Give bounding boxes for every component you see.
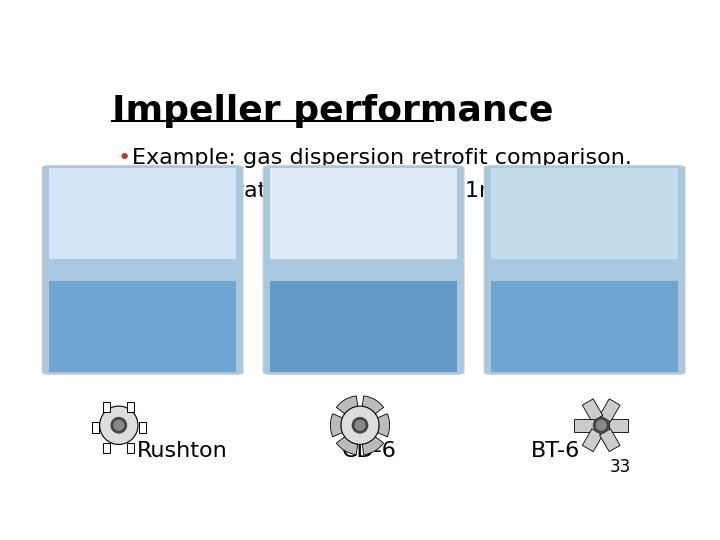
Bar (270, 168, 457, 259)
Circle shape (111, 417, 127, 433)
Circle shape (99, 406, 138, 444)
FancyBboxPatch shape (484, 166, 685, 374)
Circle shape (355, 420, 365, 430)
Polygon shape (330, 414, 342, 437)
Polygon shape (336, 437, 358, 455)
FancyBboxPatch shape (127, 443, 134, 454)
FancyBboxPatch shape (42, 166, 243, 374)
Text: •: • (118, 181, 131, 201)
Bar (49, 281, 236, 372)
Circle shape (596, 420, 606, 430)
FancyBboxPatch shape (139, 422, 146, 433)
Text: 33: 33 (610, 458, 631, 476)
Polygon shape (575, 419, 593, 431)
Polygon shape (600, 399, 620, 422)
Polygon shape (582, 399, 603, 422)
Bar (270, 281, 457, 372)
Polygon shape (362, 396, 384, 414)
Polygon shape (336, 396, 358, 414)
Bar (49, 168, 236, 259)
FancyBboxPatch shape (91, 422, 99, 433)
Text: •: • (118, 148, 131, 168)
Polygon shape (600, 429, 620, 451)
Bar (491, 281, 678, 372)
Text: CD-6: CD-6 (341, 441, 397, 461)
Polygon shape (362, 437, 384, 455)
Circle shape (114, 420, 124, 430)
Text: Impeller performance: Impeller performance (112, 94, 554, 128)
Text: Example: gas dispersion retrofit comparison.: Example: gas dispersion retrofit compari… (132, 148, 631, 168)
FancyBboxPatch shape (104, 443, 110, 454)
Polygon shape (378, 414, 390, 437)
FancyBboxPatch shape (104, 402, 110, 413)
Bar (491, 168, 678, 259)
FancyBboxPatch shape (127, 402, 134, 413)
Polygon shape (582, 429, 603, 451)
Polygon shape (609, 419, 628, 431)
Circle shape (352, 417, 368, 433)
Text: Gas flow rate 13 vvm (vsg=0.1m/s).: Gas flow rate 13 vvm (vsg=0.1m/s). (132, 181, 535, 201)
Circle shape (341, 406, 379, 444)
Circle shape (593, 417, 609, 433)
Text: Rushton: Rushton (137, 441, 228, 461)
FancyBboxPatch shape (264, 166, 464, 374)
Text: BT-6: BT-6 (531, 441, 580, 461)
